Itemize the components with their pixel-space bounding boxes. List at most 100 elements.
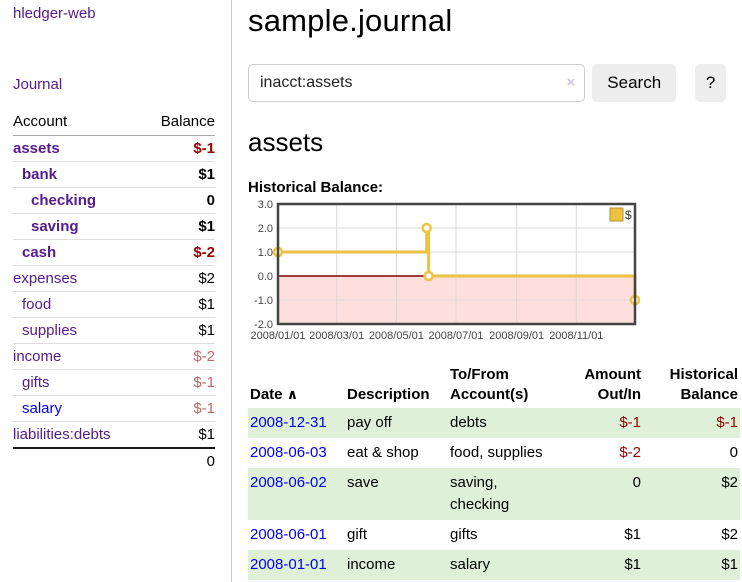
accounts-total-row: 0 xyxy=(13,447,215,474)
app-title-link[interactable]: hledger-web xyxy=(13,5,96,22)
account-row: expenses $2 xyxy=(13,265,215,292)
register-header-balance: Historical Balance xyxy=(669,366,738,403)
transaction-balance: $1 xyxy=(721,556,738,573)
y-tick-label: 3.0 xyxy=(258,200,273,211)
y-tick-label: 1.0 xyxy=(258,247,273,259)
table-row[interactable]: 2008-12-31 pay off debts $-1 $-1 xyxy=(248,408,740,438)
account-balance: 0 xyxy=(142,187,215,214)
account-row: assets $-1 xyxy=(13,135,215,162)
account-balance: $-1 xyxy=(142,369,215,396)
sidebar: hledger-web Journal Account Balance asse… xyxy=(0,0,232,582)
sort-ascending-icon: ∧ xyxy=(286,386,299,402)
account-link[interactable]: cash xyxy=(22,244,57,261)
account-balance: $1 xyxy=(142,161,215,188)
transaction-date-link[interactable]: 2008-12-31 xyxy=(250,414,327,431)
x-tick-label: 2008/03/01 xyxy=(309,330,364,342)
account-link[interactable]: saving xyxy=(31,218,79,235)
plot-border xyxy=(276,202,637,326)
account-row: gifts $-1 xyxy=(13,369,215,396)
account-link[interactable]: food xyxy=(22,296,52,313)
accounts-header-balance: Balance xyxy=(142,109,215,136)
transaction-amount: $-2 xyxy=(619,444,641,461)
account-balance: $-1 xyxy=(142,135,215,162)
account-balance: $1 xyxy=(142,213,215,240)
account-link[interactable]: expenses xyxy=(13,270,78,287)
x-tick-label: 2008/05/01 xyxy=(369,330,424,342)
transaction-amount: $-1 xyxy=(619,414,641,431)
sidebar-item-journal[interactable]: Journal xyxy=(13,76,63,93)
legend-label: $ xyxy=(625,208,632,222)
register-table: Date ∧ Description To/From Account(s) Am… xyxy=(248,363,740,580)
transaction-description: eat & shop xyxy=(347,444,419,461)
account-link[interactable]: income xyxy=(13,348,62,365)
table-row[interactable]: 2008-06-01 gift gifts $1 $2 xyxy=(248,520,740,550)
register-header-description: Description xyxy=(347,386,430,403)
account-row: bank $1 xyxy=(13,161,215,188)
main-content: sample.journal × Search ? assets Histori… xyxy=(232,0,740,582)
transaction-date-link[interactable]: 2008-06-01 xyxy=(250,526,327,543)
table-row[interactable]: 2008-01-01 income salary $1 $1 xyxy=(248,550,740,580)
y-tick-label: 2.0 xyxy=(258,223,273,235)
help-button[interactable]: ? xyxy=(695,64,726,102)
x-tick-label: 2008/11/01 xyxy=(549,330,603,342)
table-row[interactable]: 2008-06-02 save saving, checking 0 $2 xyxy=(248,468,740,520)
account-row: food $1 xyxy=(13,291,215,318)
account-row: cash $-2 xyxy=(13,239,215,266)
register-header-amount: Amount Out/In xyxy=(584,366,641,403)
transaction-date-link[interactable]: 2008-06-03 xyxy=(250,444,327,461)
table-row[interactable]: 2008-06-03 eat & shop food, supplies $-2 0 xyxy=(248,438,740,468)
account-link[interactable]: supplies xyxy=(22,322,78,339)
transaction-balance: $2 xyxy=(721,526,738,543)
legend-swatch xyxy=(609,207,624,222)
transaction-amount: $1 xyxy=(624,556,641,573)
clear-search-icon[interactable]: × xyxy=(566,74,576,91)
transaction-balance: $-1 xyxy=(716,414,738,431)
transaction-description: gift xyxy=(347,526,368,543)
account-link[interactable]: checking xyxy=(31,192,97,209)
data-point-marker xyxy=(423,270,434,282)
x-tick-label: 2008/09/01 xyxy=(489,330,544,342)
y-tick-label: -2.0 xyxy=(254,319,273,331)
account-link[interactable]: liabilities:debts xyxy=(13,426,111,443)
x-tick-label: 2008/07/01 xyxy=(428,330,483,342)
accounts-total: 0 xyxy=(142,447,215,474)
account-link[interactable]: gifts xyxy=(22,374,50,391)
y-tick-label: -1.0 xyxy=(254,295,273,307)
account-row: income $-2 xyxy=(13,343,215,370)
account-row: liabilities:debts $1 xyxy=(13,421,215,449)
transaction-accounts: salary xyxy=(450,556,491,573)
account-row: supplies $1 xyxy=(13,317,215,344)
transaction-accounts: saving, checking xyxy=(450,474,510,513)
accounts-header-account: Account xyxy=(13,109,143,136)
search-form: × Search ? xyxy=(248,64,726,102)
register-header-date[interactable]: Date ∧ xyxy=(250,386,299,403)
transaction-balance: 0 xyxy=(729,444,738,461)
transaction-balance: $2 xyxy=(721,474,738,491)
transaction-accounts: debts xyxy=(450,414,487,431)
account-balance: $1 xyxy=(142,291,215,318)
account-balance: $1 xyxy=(142,421,215,449)
account-balance: $2 xyxy=(142,265,215,292)
x-tick-label: 2008/01/01 xyxy=(250,330,305,342)
chart-heading: Historical Balance: xyxy=(248,179,384,196)
transaction-accounts: food, supplies xyxy=(450,444,543,461)
account-link[interactable]: assets xyxy=(13,140,60,157)
transaction-accounts: gifts xyxy=(450,526,478,543)
page-title: sample.journal xyxy=(248,3,453,38)
account-balance: $-2 xyxy=(142,343,215,370)
y-tick-label: 0.0 xyxy=(258,271,273,283)
transaction-amount: $1 xyxy=(624,526,641,543)
data-point-marker xyxy=(421,222,432,234)
search-box: × xyxy=(248,64,586,102)
transaction-date-link[interactable]: 2008-01-01 xyxy=(250,556,327,573)
account-balance: $-2 xyxy=(142,239,215,266)
search-button[interactable]: Search xyxy=(592,64,677,102)
search-input[interactable] xyxy=(248,64,586,102)
register-header-accounts: To/From Account(s) xyxy=(450,366,529,403)
account-link[interactable]: bank xyxy=(22,166,58,183)
transaction-description: income xyxy=(347,556,396,573)
transaction-description: pay off xyxy=(347,414,392,431)
account-link[interactable]: salary xyxy=(22,400,63,417)
transaction-date-link[interactable]: 2008-06-02 xyxy=(250,474,327,491)
